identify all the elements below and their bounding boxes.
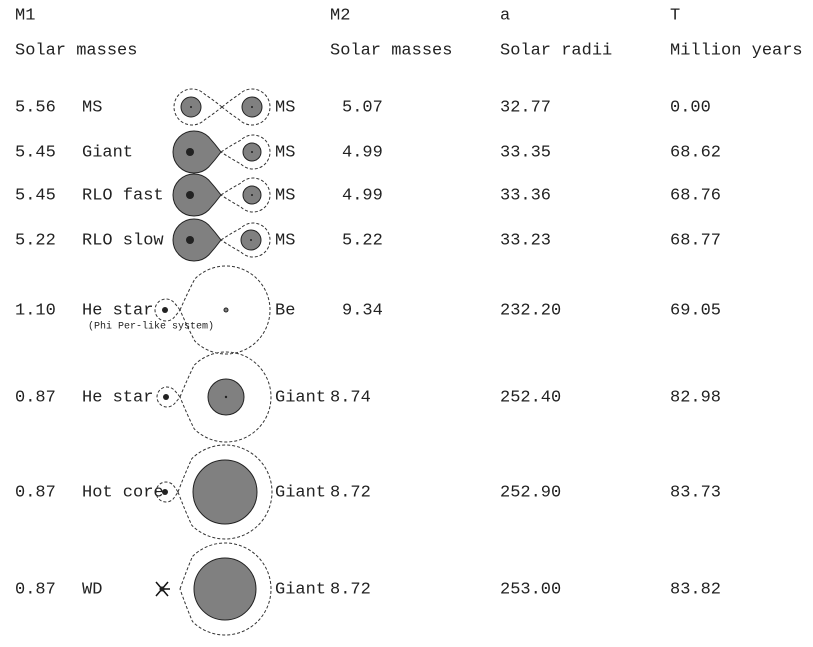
- m2: 4.99: [342, 186, 383, 205]
- state2: Giant: [275, 580, 326, 599]
- state2: MS: [275, 98, 295, 117]
- time: 68.76: [670, 186, 721, 205]
- separation: 252.90: [500, 483, 561, 502]
- state1: RLO fast: [82, 186, 164, 205]
- state2: MS: [275, 231, 295, 250]
- roche-lobe: [220, 177, 271, 213]
- roche-lobe: [179, 351, 272, 443]
- column-unit: Solar radii: [500, 41, 612, 60]
- m2: 5.07: [342, 98, 383, 117]
- column-unit: Million years: [670, 41, 803, 60]
- roche-lobe: [172, 218, 222, 262]
- m2: 9.34: [342, 301, 383, 320]
- roche-lobe: [154, 298, 181, 322]
- time: 68.77: [670, 231, 721, 250]
- m1: 0.87: [15, 483, 56, 502]
- m2: 8.72: [330, 580, 371, 599]
- column-unit: Solar masses: [15, 41, 137, 60]
- state2: Giant: [275, 483, 326, 502]
- state2: Be: [275, 301, 295, 320]
- m1: 5.22: [15, 231, 56, 250]
- core: [251, 194, 253, 196]
- core: [224, 395, 228, 399]
- m1: 5.45: [15, 143, 56, 162]
- column-name: a: [500, 6, 510, 25]
- separation: 33.36: [500, 186, 551, 205]
- m1: 5.45: [15, 186, 56, 205]
- roche-lobe: [173, 88, 223, 126]
- column-name: T: [670, 6, 680, 25]
- roche-lobe: [179, 542, 272, 636]
- time: 69.05: [670, 301, 721, 320]
- m2: 5.22: [342, 231, 383, 250]
- core: [190, 106, 192, 108]
- core: [186, 236, 194, 244]
- roche-lobe: [155, 481, 179, 503]
- state1: MS: [82, 98, 102, 117]
- state1: He star: [82, 301, 153, 320]
- column-name: M2: [330, 6, 350, 25]
- time: 82.98: [670, 388, 721, 407]
- state2: MS: [275, 186, 295, 205]
- separation: 32.77: [500, 98, 551, 117]
- state1: Giant: [82, 143, 133, 162]
- separation: 252.40: [500, 388, 561, 407]
- state2: Giant: [275, 388, 326, 407]
- core: [186, 191, 194, 199]
- m1: 1.10: [15, 301, 56, 320]
- state2: MS: [275, 143, 295, 162]
- m2: 8.72: [330, 483, 371, 502]
- core: [162, 489, 168, 495]
- roche-lobe: [172, 173, 222, 217]
- roche-lobe: [156, 386, 181, 408]
- m1: 0.87: [15, 388, 56, 407]
- separation: 33.35: [500, 143, 551, 162]
- star: [193, 557, 257, 621]
- core: [163, 394, 169, 400]
- state1: He star: [82, 388, 153, 407]
- note: (Phi Per-like system): [88, 321, 214, 333]
- roche-lobe: [220, 222, 271, 258]
- core: [159, 586, 165, 592]
- roche-lobe: [220, 134, 271, 170]
- separation: 253.00: [500, 580, 561, 599]
- column-unit: Solar masses: [330, 41, 452, 60]
- separation: 33.23: [500, 231, 551, 250]
- core: [162, 307, 168, 313]
- state1: WD: [82, 580, 102, 599]
- core: [186, 148, 194, 156]
- star: [223, 307, 229, 313]
- state1: RLO slow: [82, 231, 164, 250]
- column-name: M1: [15, 6, 35, 25]
- roche-lobe: [179, 265, 271, 355]
- roche-lobe: [221, 88, 271, 126]
- separation: 232.20: [500, 301, 561, 320]
- roche-lobe: [172, 130, 222, 174]
- core: [250, 239, 252, 241]
- state1: Hot core: [82, 483, 164, 502]
- roche-lobe: [177, 444, 273, 540]
- core: [251, 151, 253, 153]
- m1: 5.56: [15, 98, 56, 117]
- time: 68.62: [670, 143, 721, 162]
- time: 83.73: [670, 483, 721, 502]
- m1: 0.87: [15, 580, 56, 599]
- m2: 4.99: [342, 143, 383, 162]
- time: 0.00: [670, 98, 711, 117]
- time: 83.82: [670, 580, 721, 599]
- m2: 8.74: [330, 388, 371, 407]
- star: [192, 459, 258, 525]
- core: [251, 106, 253, 108]
